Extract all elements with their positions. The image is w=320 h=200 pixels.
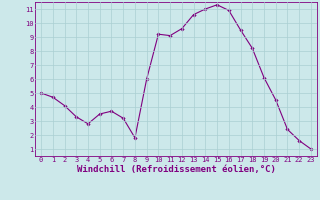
X-axis label: Windchill (Refroidissement éolien,°C): Windchill (Refroidissement éolien,°C) xyxy=(76,165,276,174)
